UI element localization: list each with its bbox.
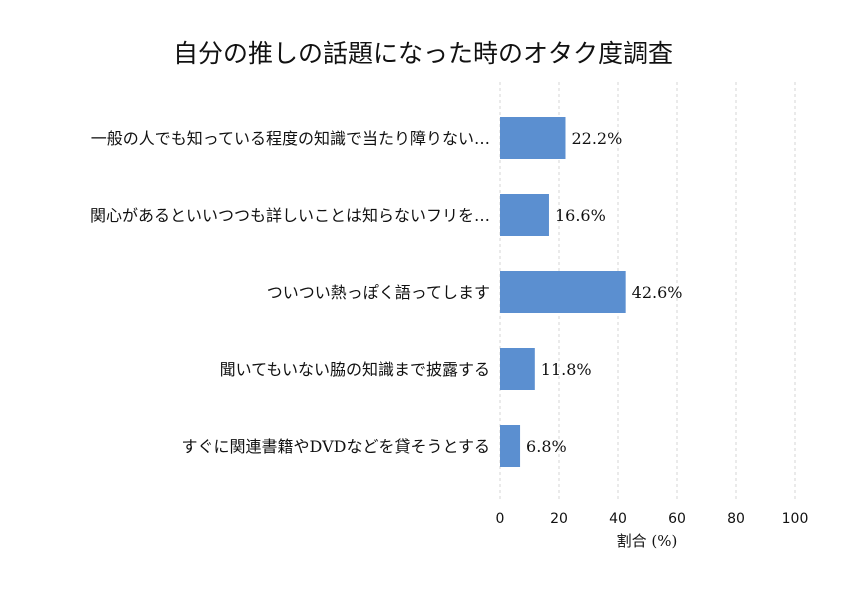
value-label: 6.8%: [526, 437, 567, 456]
value-label: 42.6%: [632, 283, 683, 302]
x-tick-label: 80: [727, 511, 745, 527]
bar: [500, 348, 535, 390]
x-axis-ticks: 0 20 40 60 80 100: [496, 511, 809, 527]
value-label: 16.6%: [555, 206, 606, 225]
x-tick-label: 0: [496, 511, 505, 527]
bars: [500, 117, 626, 467]
x-tick-label: 20: [550, 511, 568, 527]
category-label: すぐに関連書籍やDVDなどを貸そうとする: [182, 437, 490, 456]
x-tick-label: 40: [609, 511, 627, 527]
value-label: 22.2%: [571, 129, 622, 148]
x-tick-label: 60: [668, 511, 686, 527]
category-labels: 一般の人でも知っている程度の知識で当たり障りない… 関心があるといいつつも詳しいこ…: [90, 129, 490, 456]
bar: [500, 425, 521, 467]
x-axis-label: 割合 (%): [617, 532, 678, 550]
category-label: 聞いてもいない脇の知識まで披露する: [220, 360, 490, 379]
value-labels: 22.2% 16.6% 42.6% 11.8% 6.8%: [526, 129, 682, 456]
bar: [500, 117, 566, 159]
category-label: 関心があるといいつつも詳しいことは知らないフリを…: [90, 206, 490, 225]
bar: [500, 271, 626, 313]
category-label: ついつい熱っぽく語ってします: [267, 283, 490, 302]
category-label: 一般の人でも知っている程度の知識で当たり障りない…: [91, 129, 490, 148]
value-label: 11.8%: [541, 360, 592, 379]
bar: [500, 194, 549, 236]
x-tick-label: 100: [782, 511, 809, 527]
chart-title: 自分の推しの話題になった時のオタク度調査: [173, 39, 673, 68]
